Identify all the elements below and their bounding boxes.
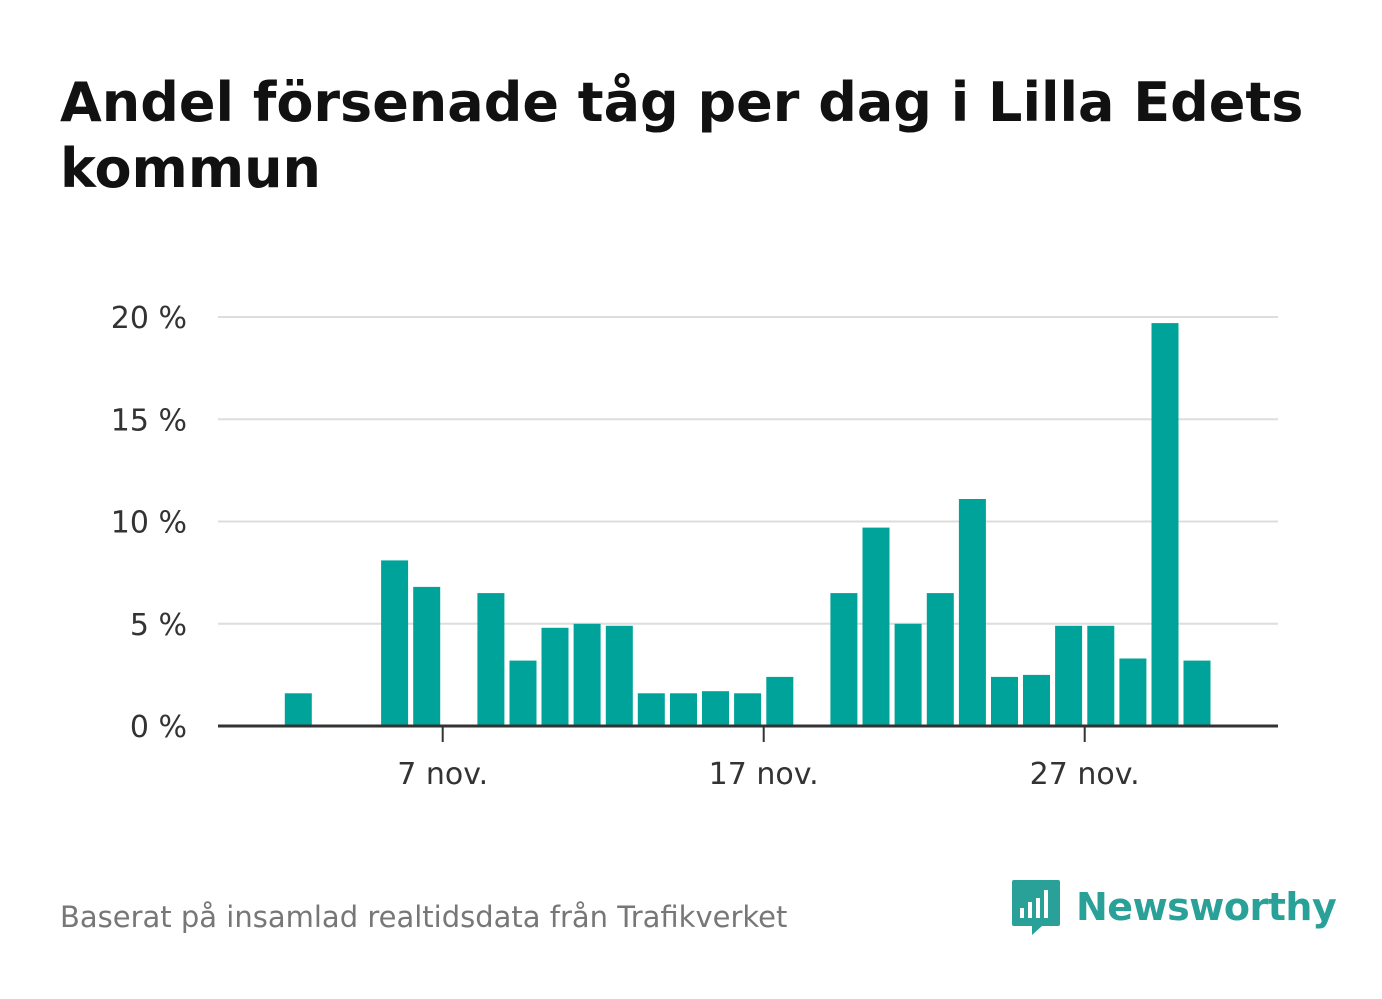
bar <box>1087 625 1115 726</box>
bar <box>509 660 537 726</box>
bar <box>958 499 986 726</box>
y-tick-label: 10 % <box>111 506 187 541</box>
y-tick-label: 20 % <box>111 301 187 336</box>
bar <box>991 676 1018 726</box>
x-tick-label: 27 nov. <box>1030 757 1140 792</box>
tick-labels: 0 % 5 % 10 % 15 % 20 % 7 nov. 17 nov. 27 nov. <box>111 301 1140 792</box>
bar <box>1119 658 1147 726</box>
bar <box>830 593 858 726</box>
bar-chart-speech-bubble-icon <box>1012 880 1060 935</box>
bar <box>477 593 505 726</box>
bar <box>862 527 890 726</box>
chart-title: Andel försenade tåg per dag i Lilla Edet… <box>60 71 1304 200</box>
source-note: Baserat på insamlad realtidsdata från Tr… <box>60 900 788 934</box>
y-tick-label: 5 % <box>130 608 187 643</box>
bar <box>766 676 794 726</box>
grid-lines <box>218 316 1278 625</box>
newsworthy-logo: Newsworthy <box>1010 878 1337 936</box>
bar <box>670 693 697 726</box>
bar <box>1023 674 1050 726</box>
bar <box>573 623 601 727</box>
x-tick-label: 17 nov. <box>709 757 819 792</box>
bar <box>413 586 441 726</box>
bar <box>1183 660 1211 726</box>
bar <box>702 691 729 726</box>
y-tick-label: 15 % <box>111 403 187 438</box>
bar <box>605 625 633 726</box>
x-tick-label: 7 nov. <box>397 757 488 792</box>
bar <box>381 560 409 726</box>
bar <box>894 623 922 727</box>
bar <box>284 693 312 726</box>
y-tick-label: 0 % <box>130 710 187 745</box>
bar <box>541 627 569 726</box>
brand-name: Newsworthy <box>1076 885 1337 929</box>
bar <box>734 693 762 726</box>
bar <box>1055 625 1083 726</box>
bar <box>1151 323 1179 726</box>
bars <box>284 323 1211 727</box>
bar <box>637 693 665 726</box>
bar <box>926 593 954 726</box>
axes <box>218 724 1278 742</box>
